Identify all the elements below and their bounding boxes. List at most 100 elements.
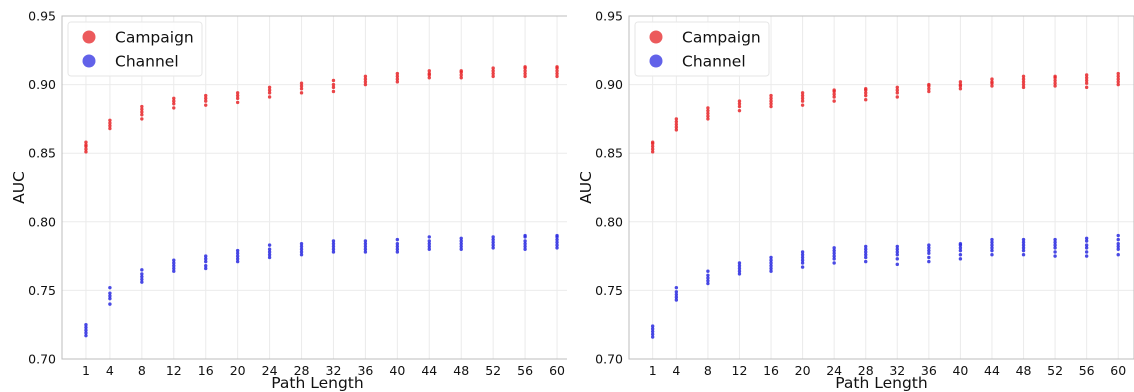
data-point [800, 265, 805, 269]
data-point [140, 113, 144, 117]
data-point [555, 237, 559, 242]
series-channel [84, 233, 559, 338]
data-point [204, 266, 208, 271]
data-point [491, 74, 495, 79]
data-point [800, 99, 805, 103]
data-point [706, 114, 710, 118]
x-tick-label: 1 [82, 363, 90, 378]
data-point [1053, 243, 1057, 247]
legend: Campaign Channel [67, 21, 203, 77]
x-axis-label: Path Length [835, 374, 927, 392]
data-point [864, 253, 868, 257]
data-point [427, 71, 431, 76]
data-point [737, 102, 742, 106]
chart-left: 1 4 8 12 16 20 24 28 32 36 40 44 48 52 56 600.700.750.8… [10, 9, 567, 392]
data-point [523, 239, 527, 243]
data-point [927, 248, 931, 253]
data-point [832, 246, 836, 250]
x-tick-label: 28 [294, 363, 310, 378]
data-point [363, 242, 368, 246]
data-point [1116, 253, 1120, 257]
data-point [706, 273, 710, 278]
data-point [331, 242, 336, 246]
data-point [204, 254, 208, 258]
data-point [235, 248, 240, 253]
data-point [990, 240, 994, 245]
data-point [706, 117, 710, 121]
data-point [864, 87, 868, 91]
data-point [769, 258, 773, 262]
data-point [800, 258, 805, 262]
legend-box [634, 21, 770, 77]
x-axis-label: Path Length [271, 374, 363, 392]
x-tick-label: 60 [1110, 363, 1126, 378]
x-tick-label: 24 [262, 363, 278, 378]
data-point [706, 276, 710, 280]
data-point [267, 91, 272, 95]
data-point [650, 335, 655, 339]
data-point [990, 84, 994, 88]
data-point [395, 242, 400, 246]
data-point [267, 253, 272, 257]
data-point [990, 237, 994, 242]
data-point [832, 99, 836, 103]
data-point [737, 104, 742, 109]
data-point [235, 257, 240, 261]
data-point [706, 111, 710, 116]
data-point [832, 251, 836, 256]
legend: Campaign Channel [634, 21, 770, 77]
data-point [990, 77, 994, 81]
data-point [491, 66, 495, 70]
data-point [990, 243, 994, 247]
data-point [459, 236, 463, 240]
data-point [864, 250, 868, 254]
x-tick-label: 32 [326, 363, 342, 378]
data-point [140, 274, 144, 279]
data-point [1084, 81, 1089, 85]
data-point [737, 264, 742, 268]
y-tick-label: 0.75 [28, 283, 56, 298]
data-point [927, 243, 931, 247]
data-point [299, 247, 304, 251]
legend-marker-channel [649, 54, 663, 68]
data-point [363, 247, 368, 251]
data-point [1116, 233, 1120, 238]
x-tick-label: 24 [826, 363, 842, 378]
data-point [299, 242, 304, 246]
data-point [140, 117, 144, 121]
data-point [363, 82, 368, 87]
data-point [1116, 242, 1120, 246]
data-point [990, 253, 994, 257]
data-point [84, 140, 88, 144]
data-point [427, 244, 431, 249]
data-point [555, 243, 559, 247]
data-point [363, 80, 368, 84]
data-point [958, 253, 963, 257]
data-point [1084, 73, 1089, 77]
x-tick-label: 1 [649, 363, 657, 378]
data-point [427, 235, 431, 239]
data-point [555, 233, 559, 238]
data-point [895, 91, 899, 95]
data-point [800, 250, 805, 254]
data-point [235, 254, 240, 258]
data-point [864, 97, 868, 102]
data-point [674, 122, 679, 127]
data-point [84, 147, 88, 151]
data-point [1116, 80, 1120, 84]
data-point [299, 250, 304, 254]
data-point [737, 261, 742, 265]
data-point [895, 250, 899, 254]
data-point [1053, 237, 1057, 242]
data-point [555, 71, 559, 76]
legend-marker-campaign [82, 30, 96, 44]
data-point [267, 247, 272, 251]
data-point [958, 242, 963, 246]
y-tick-label: 0.70 [595, 352, 623, 367]
data-point [491, 246, 495, 250]
data-point [204, 264, 208, 268]
data-point [172, 258, 176, 262]
data-point [331, 78, 336, 83]
data-point [204, 93, 208, 98]
data-point [737, 266, 742, 271]
